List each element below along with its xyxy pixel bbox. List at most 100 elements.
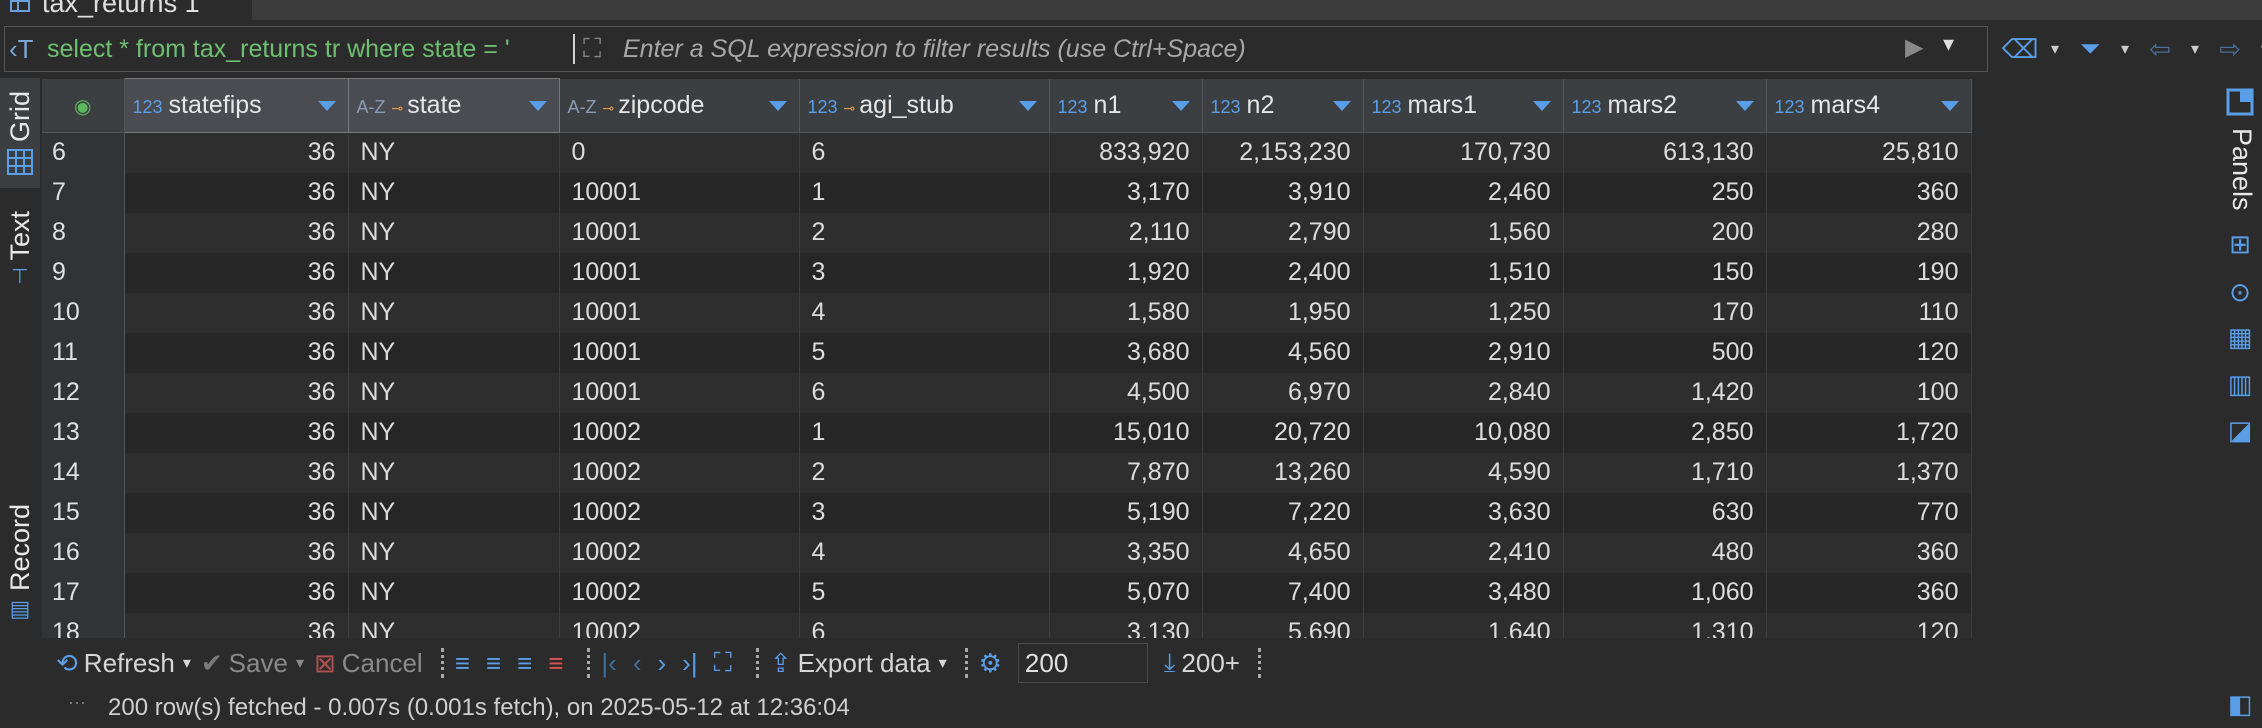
value-panel-icon[interactable]: ⊞ bbox=[2229, 228, 2251, 259]
fit-button[interactable]: ⛶ bbox=[714, 647, 738, 679]
table-cell[interactable]: 10002 bbox=[559, 532, 800, 573]
table-cell[interactable]: 10002 bbox=[559, 572, 800, 613]
table-cell[interactable]: 4 bbox=[799, 292, 1050, 333]
table-cell[interactable]: 120 bbox=[1766, 332, 1972, 373]
table-cell[interactable]: NY bbox=[348, 252, 560, 293]
table-cell[interactable]: 20,720 bbox=[1202, 412, 1364, 453]
row-number[interactable]: 16 bbox=[42, 532, 125, 573]
column-header-n2[interactable]: 123 n2 bbox=[1202, 78, 1364, 133]
column-header-mars1[interactable]: 123 mars1 bbox=[1363, 78, 1564, 133]
table-cell[interactable]: 6 bbox=[799, 132, 1050, 173]
table-cell[interactable]: 1,720 bbox=[1766, 412, 1972, 453]
table-cell[interactable]: 7,400 bbox=[1202, 572, 1364, 613]
table-cell[interactable]: 36 bbox=[124, 332, 349, 373]
table-cell[interactable]: 25,810 bbox=[1766, 132, 1972, 173]
table-cell[interactable]: 36 bbox=[124, 612, 349, 638]
table-cell[interactable]: 360 bbox=[1766, 172, 1972, 213]
table-cell[interactable]: NY bbox=[348, 572, 560, 613]
table-cell[interactable]: 36 bbox=[124, 372, 349, 413]
sort-icon[interactable] bbox=[1332, 100, 1351, 111]
table-row[interactable]: 7 36 NY 10001 1 3,170 3,910 2,460 250 360 bbox=[42, 172, 2218, 213]
table-cell[interactable]: 36 bbox=[124, 492, 349, 533]
sort-icon[interactable] bbox=[1940, 100, 1959, 111]
filter-history-dropdown-icon[interactable]: ▾ bbox=[1943, 31, 1955, 56]
table-cell[interactable]: NY bbox=[348, 212, 560, 253]
table-cell[interactable]: 7,220 bbox=[1202, 492, 1364, 533]
table-cell[interactable]: 1 bbox=[799, 412, 1050, 453]
calc-panel-icon[interactable]: ▥ bbox=[2227, 368, 2253, 399]
table-row[interactable]: 6 36 NY 0 6 833,920 2,153,230 170,730 613,130 25,… bbox=[42, 132, 2218, 173]
table-cell[interactable]: NY bbox=[348, 452, 560, 493]
references-panel-icon[interactable]: ◪ bbox=[2227, 414, 2253, 445]
settings-button[interactable]: ⚙ bbox=[979, 648, 1008, 679]
table-cell[interactable]: 5 bbox=[799, 332, 1050, 373]
table-cell[interactable]: 6 bbox=[799, 372, 1050, 413]
table-row[interactable]: 15 36 NY 10002 3 5,190 7,220 3,630 630 770 bbox=[42, 492, 2218, 533]
table-row[interactable]: 8 36 NY 10001 2 2,110 2,790 1,560 200 280 bbox=[42, 212, 2218, 253]
table-cell[interactable]: 280 bbox=[1766, 212, 1972, 253]
table-row[interactable]: 13 36 NY 10002 1 15,010 20,720 10,080 2,850 1,720 bbox=[42, 412, 2218, 453]
table-row[interactable]: 16 36 NY 10002 4 3,350 4,650 2,410 480 360 bbox=[42, 532, 2218, 573]
table-cell[interactable]: 1,560 bbox=[1363, 212, 1564, 253]
eraser-icon[interactable]: ⌫ bbox=[2001, 33, 2039, 64]
table-cell[interactable]: 120 bbox=[1766, 612, 1972, 638]
table-cell[interactable]: 2,910 bbox=[1363, 332, 1564, 373]
panels-label[interactable]: Panels bbox=[2227, 128, 2257, 211]
table-cell[interactable]: 170,730 bbox=[1363, 132, 1564, 173]
table-cell[interactable]: 7,870 bbox=[1049, 452, 1203, 493]
row-number[interactable]: 14 bbox=[42, 452, 125, 493]
filter-input[interactable]: ‹T select * from tax_returns tr where st… bbox=[4, 26, 1988, 72]
table-cell[interactable]: 4,560 bbox=[1202, 332, 1364, 373]
next-page-button[interactable]: › bbox=[657, 648, 672, 679]
table-cell[interactable]: 3 bbox=[799, 492, 1050, 533]
chevron-down-icon[interactable]: ▾ bbox=[2050, 41, 2060, 58]
forward-icon[interactable]: ⇨ bbox=[2219, 33, 2241, 64]
table-cell[interactable]: NY bbox=[348, 412, 560, 453]
table-cell[interactable]: 3,910 bbox=[1202, 172, 1364, 213]
table-cell[interactable]: 190 bbox=[1766, 252, 1972, 293]
column-header-mars4[interactable]: 123 mars4 bbox=[1766, 78, 1972, 133]
table-cell[interactable]: 2,840 bbox=[1363, 372, 1564, 413]
row-number[interactable]: 7 bbox=[42, 172, 125, 213]
add-row-button[interactable]: ≡ bbox=[486, 648, 507, 679]
sort-icon[interactable] bbox=[528, 101, 547, 111]
fetch-size-input[interactable] bbox=[1017, 643, 1148, 683]
sort-icon[interactable] bbox=[1171, 100, 1190, 111]
table-row[interactable]: 10 36 NY 10001 4 1,580 1,950 1,250 170 110 bbox=[42, 292, 2218, 333]
select-all-corner[interactable]: ◉ bbox=[42, 78, 125, 133]
table-cell[interactable]: 36 bbox=[124, 452, 349, 493]
table-row[interactable]: 11 36 NY 10001 5 3,680 4,560 2,910 500 120 bbox=[42, 332, 2218, 373]
table-cell[interactable]: 1,250 bbox=[1363, 292, 1564, 333]
table-cell[interactable]: 480 bbox=[1563, 532, 1767, 573]
table-cell[interactable]: 15,010 bbox=[1049, 412, 1203, 453]
chevron-down-icon[interactable]: ▾ bbox=[2190, 41, 2200, 58]
prev-page-button[interactable]: ‹ bbox=[633, 648, 648, 679]
row-number[interactable]: 15 bbox=[42, 492, 125, 533]
bottom-panel-icon[interactable]: ◧ bbox=[2227, 688, 2253, 719]
results-tab[interactable]: tax_returns 1 bbox=[0, 0, 252, 20]
table-cell[interactable]: 1,060 bbox=[1563, 572, 1767, 613]
table-cell[interactable]: 5,070 bbox=[1049, 572, 1203, 613]
table-cell[interactable]: 833,920 bbox=[1049, 132, 1203, 173]
table-cell[interactable]: 1,370 bbox=[1766, 452, 1972, 493]
table-cell[interactable]: 770 bbox=[1766, 492, 1972, 533]
table-cell[interactable]: 360 bbox=[1766, 532, 1972, 573]
table-cell[interactable]: 1,310 bbox=[1563, 612, 1767, 638]
fetch-more-button[interactable]: ⤓ 200+ bbox=[1164, 647, 1240, 679]
table-cell[interactable]: NY bbox=[348, 612, 560, 638]
table-cell[interactable]: NY bbox=[348, 172, 560, 213]
edit-row-button[interactable]: ≡ bbox=[455, 648, 476, 679]
filter-query-text[interactable]: select * from tax_returns tr where state… bbox=[47, 34, 510, 63]
table-cell[interactable]: 10001 bbox=[559, 292, 800, 333]
column-header-n1[interactable]: 123 n1 bbox=[1049, 78, 1203, 133]
column-header-mars2[interactable]: 123 mars2 bbox=[1563, 78, 1767, 133]
column-header-zipcode[interactable]: A-Z ⊸ zipcode bbox=[559, 78, 800, 133]
table-cell[interactable]: 630 bbox=[1563, 492, 1767, 533]
table-cell[interactable]: 1,950 bbox=[1202, 292, 1364, 333]
table-cell[interactable]: 4,650 bbox=[1202, 532, 1364, 573]
table-cell[interactable]: 13,260 bbox=[1202, 452, 1364, 493]
chevron-down-icon[interactable]: ▾ bbox=[182, 655, 191, 672]
table-cell[interactable]: 5 bbox=[799, 572, 1050, 613]
table-cell[interactable]: NY bbox=[348, 332, 560, 373]
column-header-statefips[interactable]: 123 statefips bbox=[123, 78, 349, 133]
